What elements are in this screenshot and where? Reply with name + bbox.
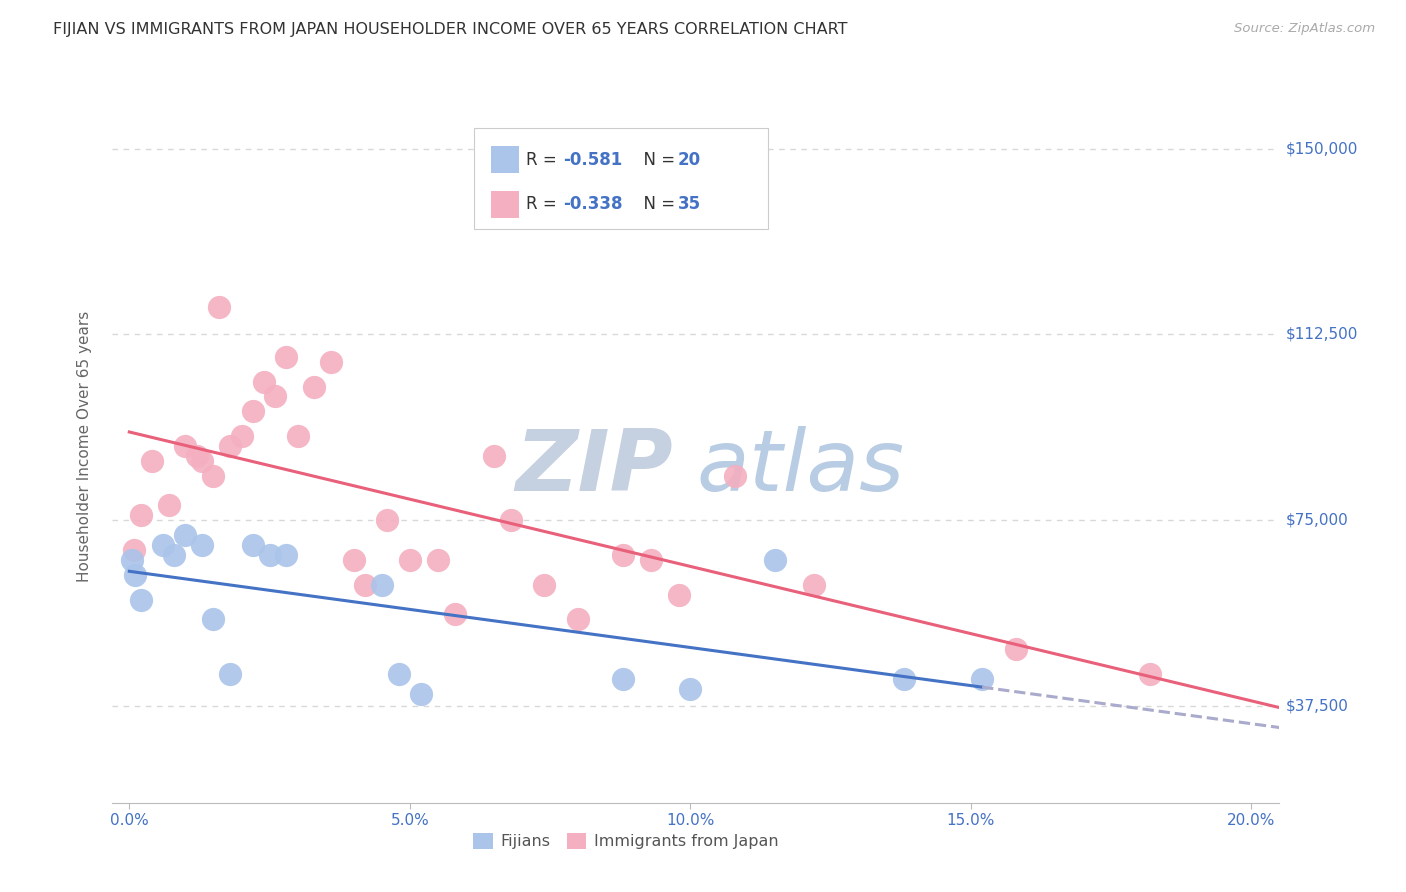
Text: $112,500: $112,500 bbox=[1285, 327, 1358, 342]
Point bbox=[163, 548, 186, 562]
Point bbox=[343, 553, 366, 567]
Text: N =: N = bbox=[633, 151, 681, 169]
Point bbox=[482, 449, 505, 463]
Point bbox=[253, 375, 276, 389]
Point bbox=[371, 578, 394, 592]
Text: R =: R = bbox=[526, 151, 562, 169]
Point bbox=[276, 350, 298, 364]
Point bbox=[398, 553, 420, 567]
Text: R =: R = bbox=[526, 195, 562, 213]
Point bbox=[679, 681, 702, 696]
Point bbox=[242, 538, 264, 552]
Text: 35: 35 bbox=[678, 195, 702, 213]
Point bbox=[612, 548, 634, 562]
Point bbox=[724, 468, 747, 483]
Text: $75,000: $75,000 bbox=[1285, 513, 1348, 528]
Text: atlas: atlas bbox=[696, 425, 904, 509]
Point bbox=[612, 672, 634, 686]
Point bbox=[259, 548, 281, 562]
Point bbox=[304, 379, 326, 393]
Text: N =: N = bbox=[633, 195, 681, 213]
Point bbox=[893, 672, 915, 686]
Point bbox=[763, 553, 786, 567]
Text: $150,000: $150,000 bbox=[1285, 141, 1358, 156]
Point bbox=[499, 513, 522, 527]
Point bbox=[124, 567, 146, 582]
Text: ZIP: ZIP bbox=[515, 425, 672, 509]
Point bbox=[186, 449, 208, 463]
Point bbox=[1004, 642, 1026, 657]
Text: 20: 20 bbox=[678, 151, 702, 169]
Point bbox=[321, 355, 343, 369]
Point bbox=[174, 439, 197, 453]
Point bbox=[174, 528, 197, 542]
Text: Source: ZipAtlas.com: Source: ZipAtlas.com bbox=[1234, 22, 1375, 36]
Point bbox=[533, 578, 555, 592]
Point bbox=[157, 499, 180, 513]
Text: FIJIAN VS IMMIGRANTS FROM JAPAN HOUSEHOLDER INCOME OVER 65 YEARS CORRELATION CHA: FIJIAN VS IMMIGRANTS FROM JAPAN HOUSEHOL… bbox=[53, 22, 848, 37]
Point bbox=[191, 454, 214, 468]
Point bbox=[972, 672, 994, 686]
Point bbox=[202, 612, 225, 626]
Text: -0.338: -0.338 bbox=[562, 195, 623, 213]
Point bbox=[668, 588, 690, 602]
Point bbox=[388, 667, 411, 681]
Point bbox=[191, 538, 214, 552]
Point bbox=[141, 454, 163, 468]
Point bbox=[208, 300, 231, 314]
Point bbox=[1139, 667, 1161, 681]
Point bbox=[152, 538, 174, 552]
Text: $37,500: $37,500 bbox=[1285, 698, 1348, 714]
Text: -0.581: -0.581 bbox=[562, 151, 621, 169]
Point bbox=[231, 429, 253, 443]
Point bbox=[567, 612, 589, 626]
Point bbox=[640, 553, 662, 567]
Point bbox=[202, 468, 225, 483]
Point bbox=[409, 687, 432, 701]
Point bbox=[122, 543, 145, 558]
Point bbox=[219, 667, 242, 681]
Point bbox=[354, 578, 377, 592]
Point bbox=[264, 389, 287, 403]
Point bbox=[219, 439, 242, 453]
Point bbox=[287, 429, 309, 443]
Legend: Fijians, Immigrants from Japan: Fijians, Immigrants from Japan bbox=[467, 826, 785, 855]
Point bbox=[129, 592, 152, 607]
Point bbox=[129, 508, 152, 523]
Point bbox=[426, 553, 449, 567]
Point bbox=[276, 548, 298, 562]
Point bbox=[121, 553, 143, 567]
Point bbox=[377, 513, 399, 527]
Point bbox=[242, 404, 264, 418]
Y-axis label: Householder Income Over 65 years: Householder Income Over 65 years bbox=[77, 310, 91, 582]
Point bbox=[443, 607, 465, 622]
Point bbox=[803, 578, 825, 592]
